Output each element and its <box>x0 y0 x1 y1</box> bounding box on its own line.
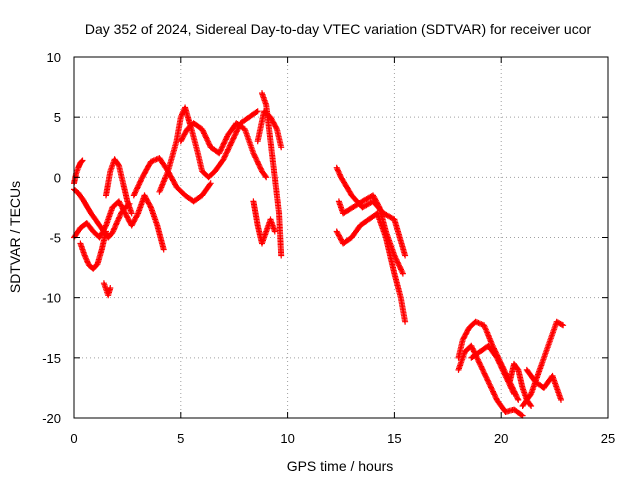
series-arc-15 <box>335 192 406 277</box>
series-arc-6 <box>103 156 135 217</box>
y-axis-label: SDTVAR / TECUs <box>7 181 23 293</box>
y-tick-label: -10 <box>42 291 61 306</box>
point-markers <box>177 120 270 181</box>
point-markers <box>523 366 564 403</box>
y-tick-label: 10 <box>47 50 61 65</box>
y-tick-label: 5 <box>54 110 61 125</box>
point-markers <box>468 342 517 397</box>
series-arc-7 <box>130 155 214 205</box>
x-tick-label: 20 <box>494 431 508 446</box>
point-markers <box>259 90 285 259</box>
series-arc-4 <box>77 228 109 272</box>
point-markers <box>100 280 114 299</box>
y-tick-label: -20 <box>42 411 61 426</box>
point-markers <box>519 318 567 409</box>
point-markers <box>156 104 261 195</box>
series-arc-9 <box>177 120 270 181</box>
y-tick-label: -5 <box>49 231 61 246</box>
point-markers <box>103 156 135 217</box>
x-tick-label: 10 <box>280 431 294 446</box>
series-arc-8 <box>156 104 261 195</box>
series-arc-11 <box>254 108 285 151</box>
point-markers <box>455 342 526 419</box>
series-arc-17 <box>455 342 526 419</box>
series-arc-10 <box>259 90 285 259</box>
x-axis-label: GPS time / hours <box>287 458 394 474</box>
point-markers <box>130 155 214 205</box>
point-markers <box>77 228 109 272</box>
series-arc-5 <box>100 280 114 299</box>
series-arc-21 <box>523 366 564 403</box>
x-tick-label: 5 <box>177 431 184 446</box>
axis-ticks: 0 5 10 15 20 25 -20 -15 -10 -5 0 5 10 <box>42 50 615 446</box>
x-tick-label: 0 <box>70 431 77 446</box>
point-markers <box>335 192 406 277</box>
series-arc-12 <box>250 198 278 247</box>
series-arc-20 <box>519 318 567 409</box>
chart-title: Day 352 of 2024, Sidereal Day-to-day VTE… <box>85 21 592 37</box>
series-arc-18 <box>468 342 517 397</box>
point-markers <box>254 108 285 151</box>
x-tick-label: 25 <box>601 431 615 446</box>
point-markers <box>250 198 278 247</box>
x-tick-label: 15 <box>387 431 401 446</box>
y-tick-label: 0 <box>54 170 61 185</box>
y-tick-label: -15 <box>42 351 61 366</box>
